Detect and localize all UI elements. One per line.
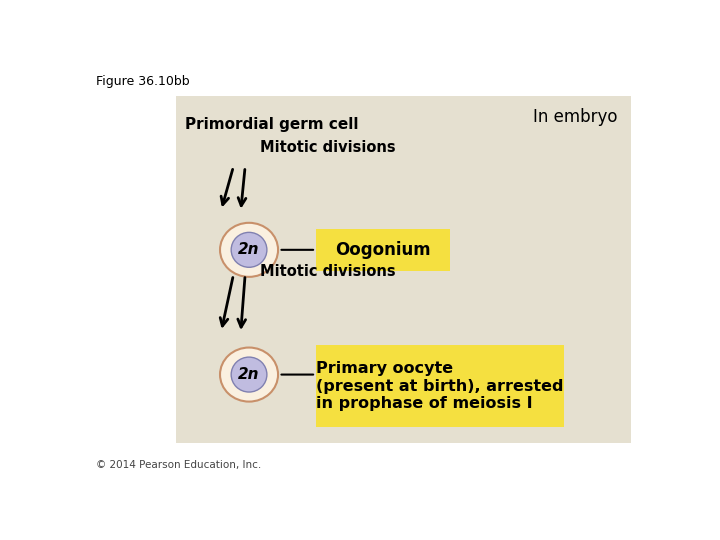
Ellipse shape xyxy=(220,223,278,277)
FancyBboxPatch shape xyxy=(316,229,450,271)
Ellipse shape xyxy=(231,357,267,392)
Text: 2n: 2n xyxy=(238,367,260,382)
FancyBboxPatch shape xyxy=(316,346,564,427)
Text: Primordial germ cell: Primordial germ cell xyxy=(185,117,359,132)
Text: Oogonium: Oogonium xyxy=(335,241,431,259)
Text: In embryo: In embryo xyxy=(533,109,617,126)
Text: Primary oocyte
(present at birth), arrested
in prophase of meiosis I: Primary oocyte (present at birth), arres… xyxy=(316,361,564,411)
Text: Mitotic divisions: Mitotic divisions xyxy=(260,140,396,154)
FancyBboxPatch shape xyxy=(176,96,631,443)
Text: Figure 36.10bb: Figure 36.10bb xyxy=(96,75,189,88)
Text: 2n: 2n xyxy=(238,242,260,258)
Text: Mitotic divisions: Mitotic divisions xyxy=(260,265,396,279)
Text: © 2014 Pearson Education, Inc.: © 2014 Pearson Education, Inc. xyxy=(96,460,261,470)
Ellipse shape xyxy=(220,348,278,402)
Ellipse shape xyxy=(231,232,267,267)
